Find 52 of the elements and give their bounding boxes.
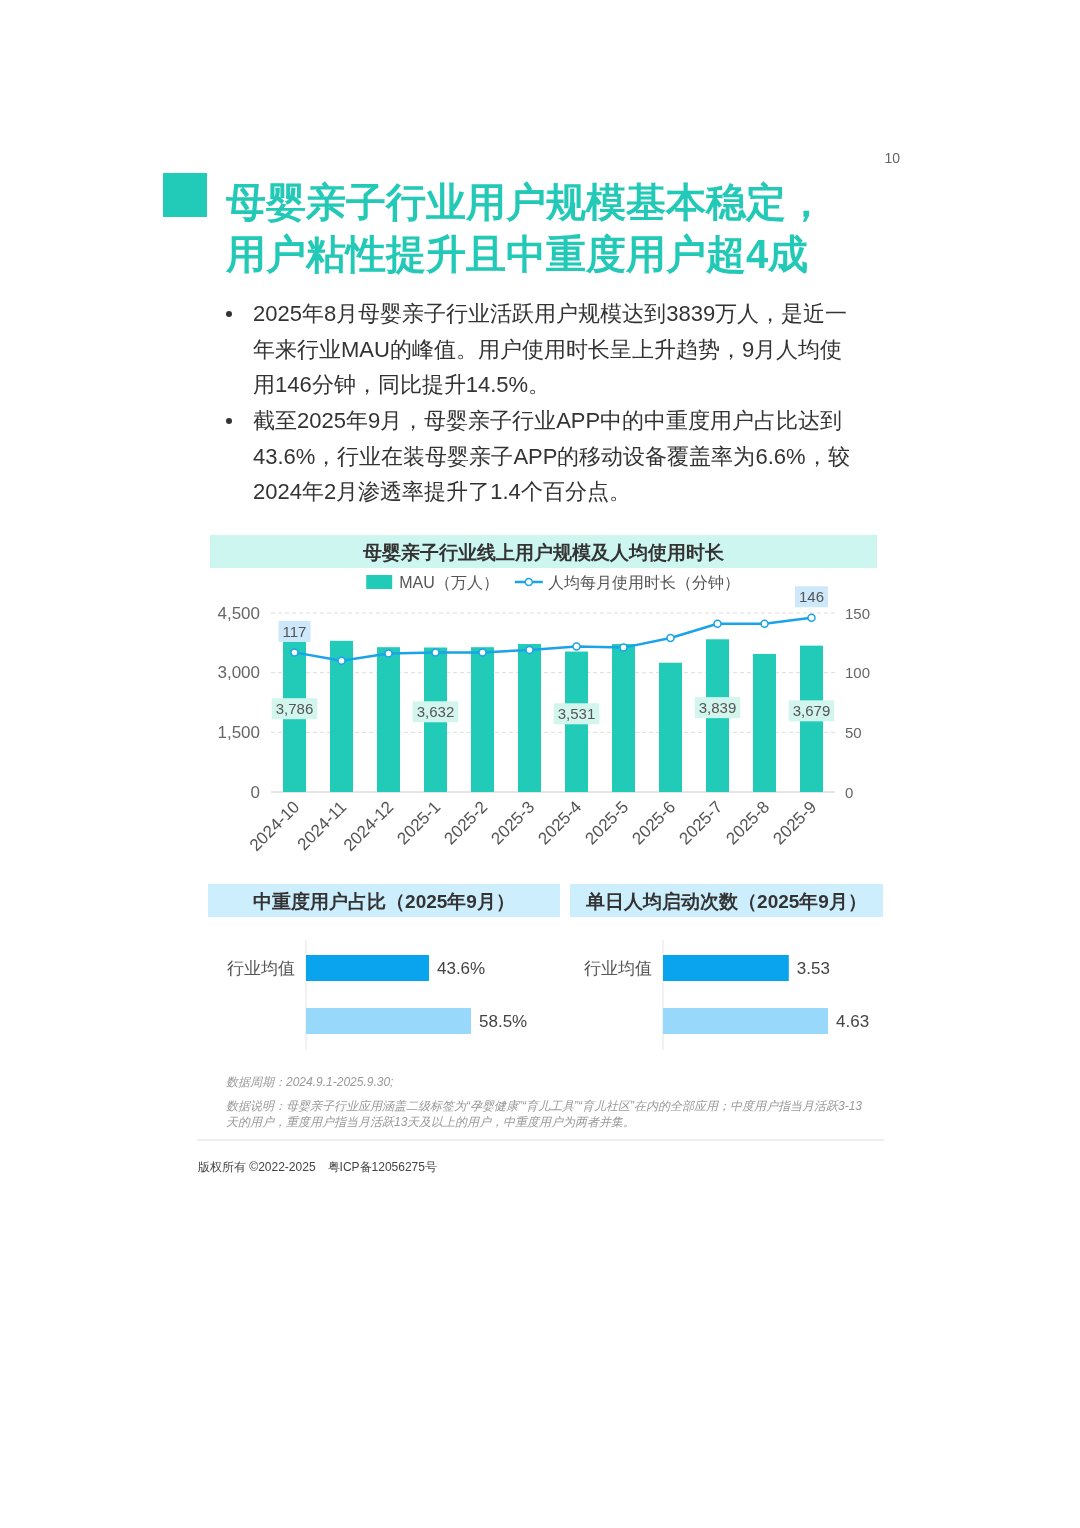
point bbox=[431, 648, 440, 657]
data-label: 4.63 bbox=[836, 1011, 870, 1031]
y2-tick-label: 100 bbox=[845, 664, 871, 682]
data-label: 3,531 bbox=[557, 705, 596, 723]
legend-label: MAU（万人） bbox=[399, 573, 499, 591]
data-label: 3,839 bbox=[698, 699, 737, 717]
text: 版权所有 ©2022-2025 粤ICP备12056275号 bbox=[198, 1159, 437, 1176]
text: 截至2025年9月，母婴亲子行业APP中的中重度用户占比达到43.6%，行业在装母婴亲子APP的移动设备覆盖率为6.6%，较2024年2月渗透率提升了1.4个百分点。 bbox=[253, 407, 851, 506]
point bbox=[619, 643, 628, 652]
bar bbox=[471, 647, 494, 792]
point bbox=[290, 648, 299, 657]
chart-title: 中重度用户占比（2025年9月） bbox=[253, 890, 515, 912]
point bbox=[760, 619, 769, 628]
text: 10 bbox=[883, 150, 900, 166]
data-label: 43.6% bbox=[436, 958, 486, 978]
data-label: 3,786 bbox=[275, 700, 314, 718]
data-label: 3,632 bbox=[416, 703, 455, 721]
point bbox=[666, 633, 675, 643]
text: 母婴亲子行业用户规模基本稳定，用户粘性提升且中重度用户超4成 bbox=[226, 179, 827, 278]
text: 2025年8月母婴亲子行业活跃用户规模达到3839万人，是近一年来行业MAU的峰值。用户使用时长呈上升趋势，9月人均使用146分钟，同比提升14.5%。 bbox=[253, 300, 849, 399]
y2-tick-label: 150 bbox=[845, 604, 871, 622]
point bbox=[525, 645, 534, 655]
legend-label: 人均每月使用时长（分钟） bbox=[547, 573, 740, 591]
data-label: 3,679 bbox=[792, 702, 831, 720]
y-tick-label: 1,500 bbox=[217, 722, 260, 742]
data-label: 58.5% bbox=[479, 1011, 528, 1031]
y-tick-label: 3,000 bbox=[217, 663, 260, 683]
y2-tick-label: 50 bbox=[845, 723, 862, 741]
point bbox=[713, 619, 722, 628]
data-label: 146 bbox=[798, 588, 825, 606]
bar bbox=[330, 640, 353, 792]
chart-title: 单日人均启动次数（2025年9月） bbox=[585, 890, 867, 912]
y-tick-label: 0 bbox=[250, 782, 260, 802]
data-label: 117 bbox=[282, 622, 307, 640]
point bbox=[384, 649, 393, 658]
bar bbox=[659, 662, 682, 792]
y-tick-label: 行业均值 bbox=[584, 958, 652, 978]
point bbox=[337, 656, 346, 665]
bar bbox=[377, 647, 400, 792]
bar bbox=[612, 644, 635, 792]
y2-tick-label: 0 bbox=[845, 783, 854, 801]
chart-title: 母婴亲子行业线上用户规模及人均使用时长 bbox=[361, 541, 725, 563]
text: 数据周期：2024.9.1-2025.9.30; bbox=[226, 1074, 395, 1090]
text: 数据说明：母婴亲子行业应用涵盖二级标签为“孕婴健康”“育儿工具”“育儿社区”在内的全部应用；中度用户指当月活跃3-13天的用户，重度用户指当月活跃13天及以上的用户，中重度用户为两者并集。 bbox=[226, 1098, 863, 1130]
data-label: 3.53 bbox=[796, 958, 830, 978]
bar bbox=[518, 644, 541, 792]
point bbox=[807, 613, 816, 623]
y-tick-label: 4,500 bbox=[217, 603, 260, 623]
point bbox=[572, 642, 581, 651]
point bbox=[478, 648, 487, 657]
y-tick-label: 行业均值 bbox=[227, 958, 295, 978]
bar bbox=[753, 653, 776, 792]
